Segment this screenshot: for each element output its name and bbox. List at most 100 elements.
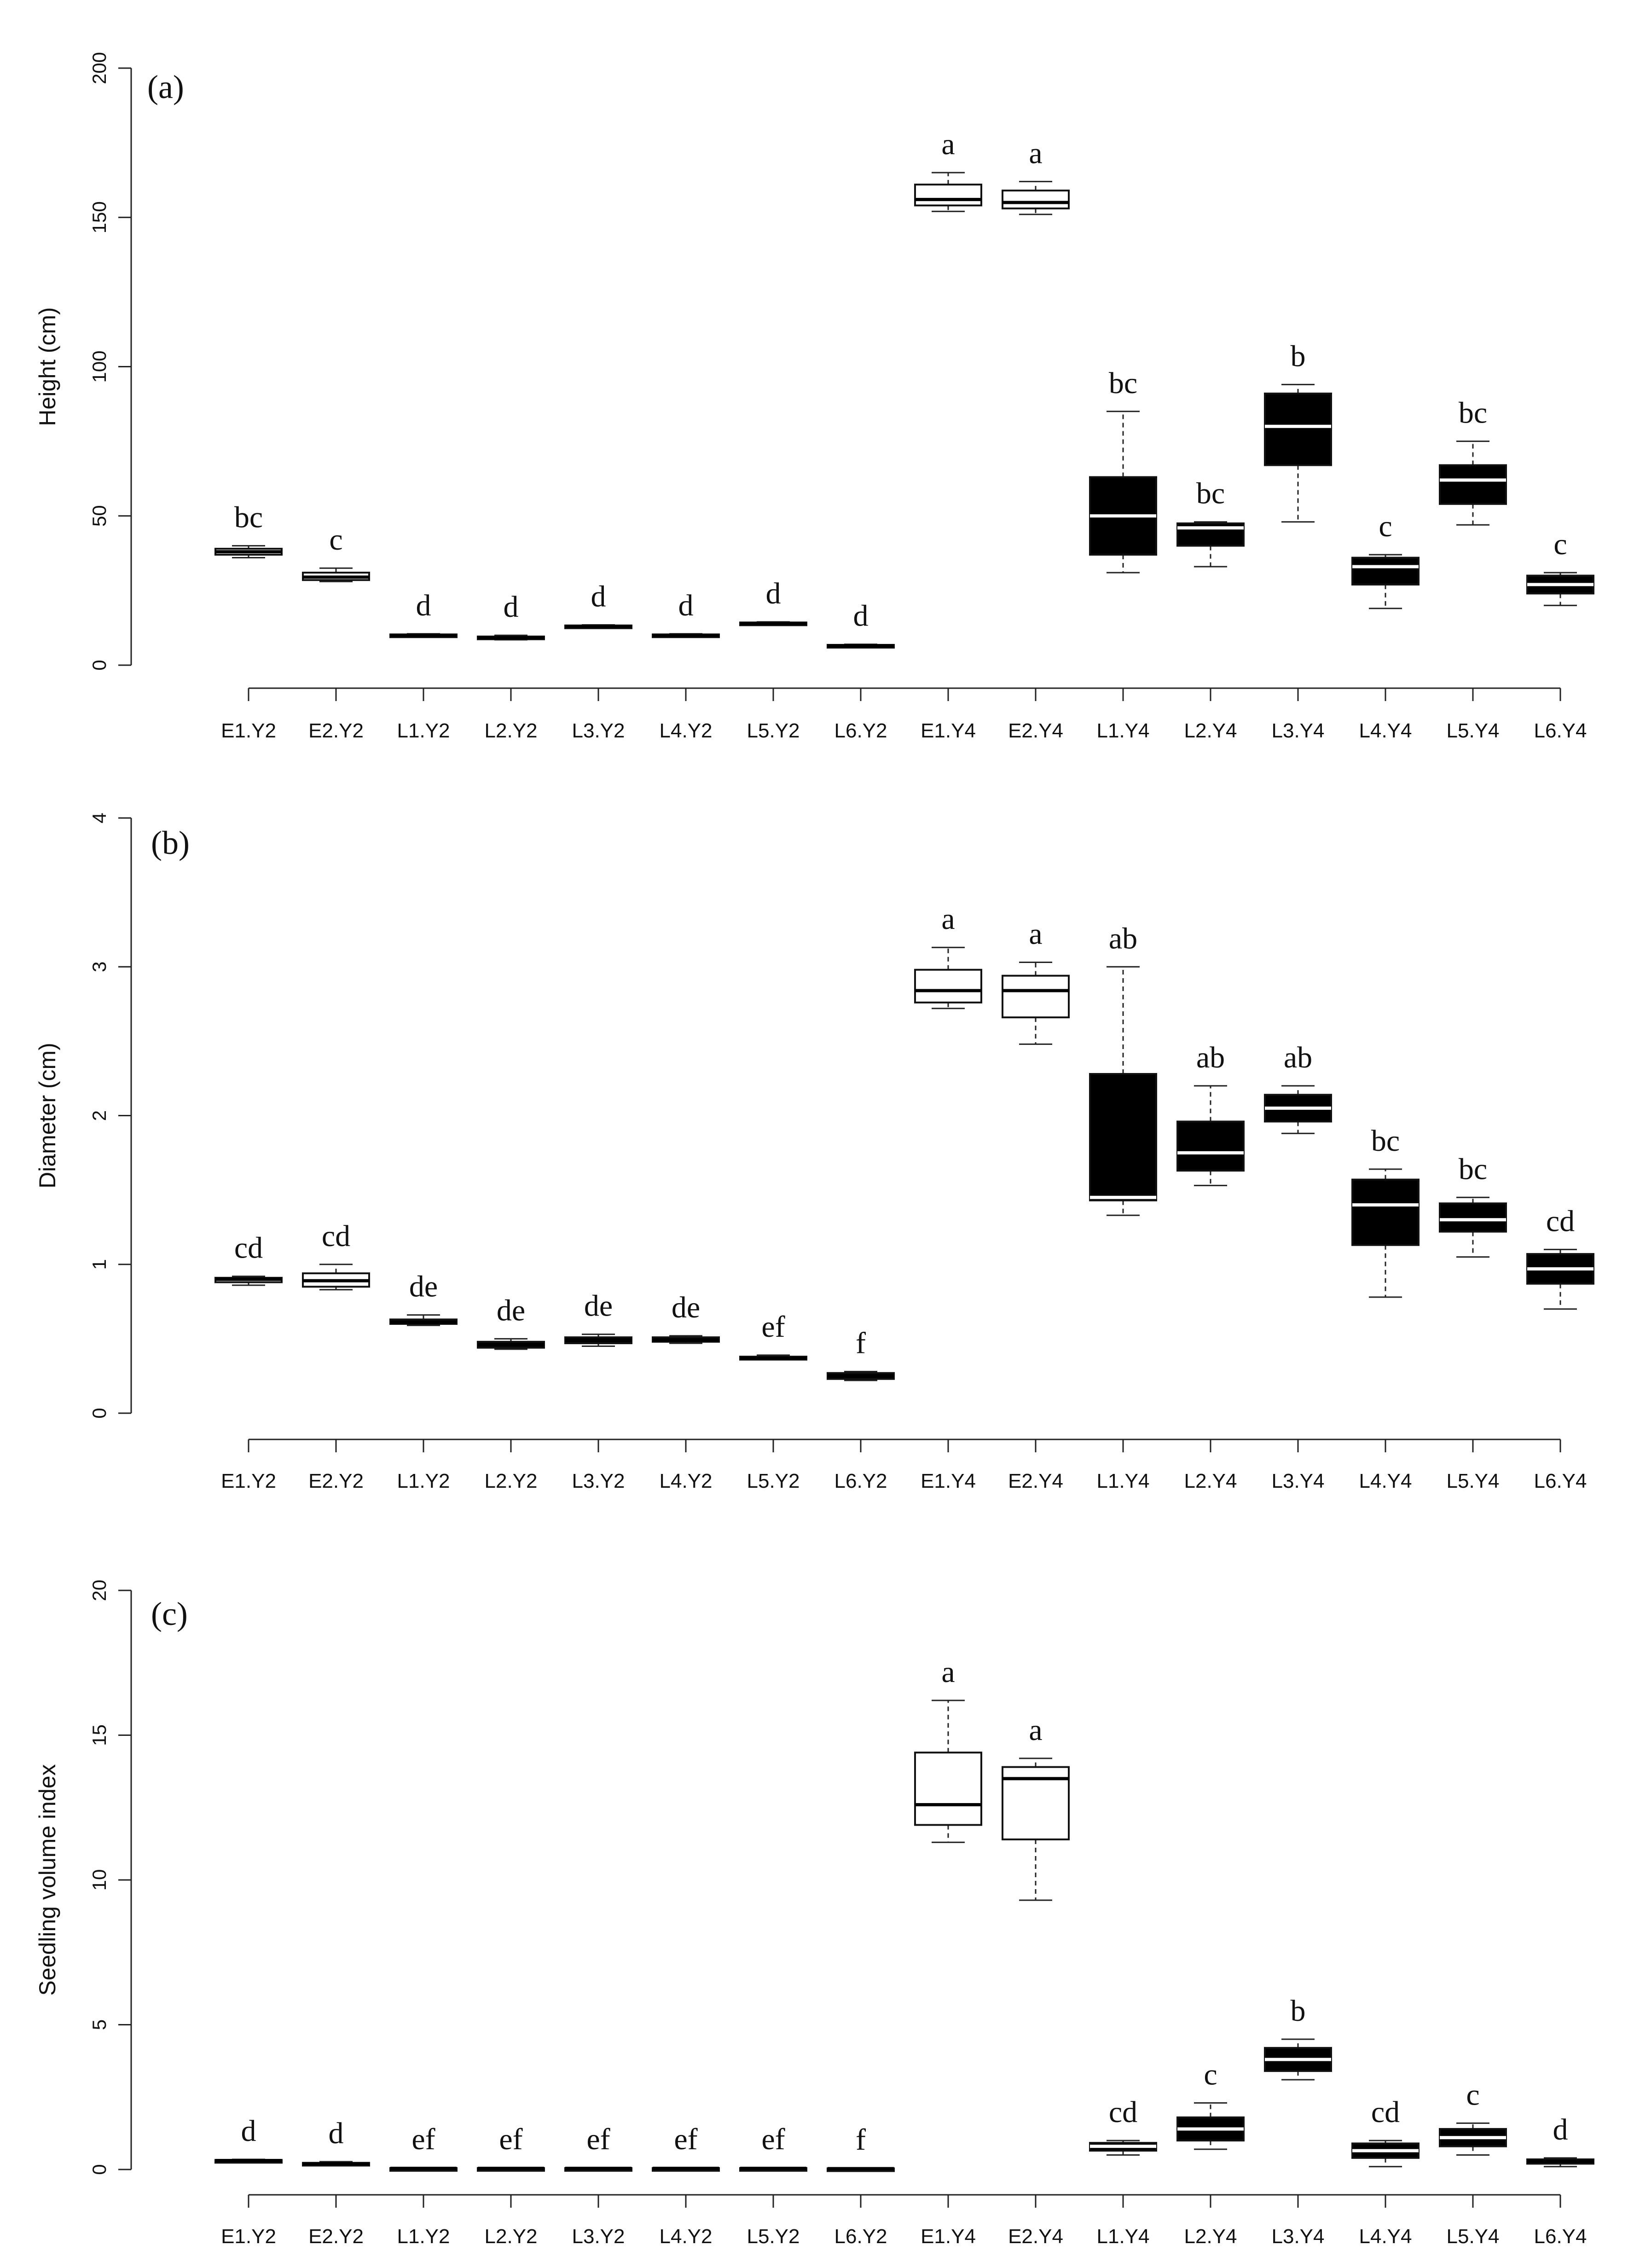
box-E2.Y4 (1002, 180, 1070, 215)
box-L2.Y4 (1176, 2102, 1245, 2150)
significance-letter: c (1466, 2078, 1479, 2111)
x-tick-label: L3.Y4 (1272, 2225, 1325, 2248)
significance-letter: f (856, 1326, 866, 1360)
significance-letter: c (329, 523, 342, 557)
significance-letter: ef (761, 1310, 785, 1344)
significance-letter: a (941, 902, 955, 936)
x-tick-label: L3.Y2 (572, 2225, 625, 2248)
y-axis-title: Seedling volume index (35, 1764, 60, 1995)
box-E2.Y4 (1002, 1758, 1070, 1901)
significance-letter: ef (586, 2123, 610, 2156)
y-axis-title: Diameter (cm) (35, 1043, 60, 1189)
x-tick-label: L5.Y4 (1447, 2225, 1500, 2248)
x-tick-label: L3.Y2 (572, 719, 625, 742)
x-tick-label: L2.Y4 (1184, 719, 1237, 742)
x-tick-label: L4.Y2 (660, 2225, 713, 2248)
x-tick-label: E1.Y2 (221, 719, 276, 742)
significance-letter: cd (1546, 1204, 1575, 1238)
significance-letter: ef (761, 2123, 785, 2156)
box-iqr (1002, 974, 1070, 1019)
x-tick-label: L3.Y2 (572, 1470, 625, 1492)
box-L5.Y4 (1439, 2122, 1507, 2156)
significance-letter: c (1379, 510, 1392, 543)
significance-letter: d (329, 2117, 344, 2150)
significance-letter: cd (322, 1219, 350, 1253)
x-tick-label: L1.Y4 (1097, 2225, 1150, 2248)
significance-letter: de (672, 1291, 700, 1324)
x-tick-label: E1.Y4 (921, 719, 976, 742)
significance-letter: ab (1196, 1041, 1225, 1074)
box-L3.Y2 (564, 1334, 632, 1347)
box-L2.Y2 (477, 634, 545, 641)
box-E2.Y2 (302, 1264, 370, 1291)
x-tick-label: L6.Y4 (1534, 1470, 1587, 1492)
x-tick-label: L4.Y2 (660, 1470, 713, 1492)
box-iqr (1439, 464, 1507, 505)
y-tick-label: 100 (88, 350, 110, 383)
significance-letter: b (1291, 1994, 1306, 2028)
y-tick-label: 0 (88, 660, 110, 670)
box-L6.Y4 (1526, 1248, 1594, 1310)
box-L4.Y4 (1351, 2140, 1420, 2168)
y-tick-label: 1 (88, 1259, 110, 1270)
y-tick-label: 4 (88, 812, 110, 823)
significance-letter: c (1553, 528, 1567, 561)
x-tick-label: L5.Y4 (1447, 719, 1500, 742)
box-iqr (1002, 189, 1070, 209)
x-tick-label: E2.Y4 (1008, 2225, 1063, 2248)
panel-c-seedling-volume-index: 0 5 10 15 20 Seedling volume index (c) E1.Y2 E2.… (35, 1580, 1594, 2248)
significance-letter: b (1291, 339, 1306, 373)
box-iqr (914, 969, 982, 1003)
significance-letter: cd (1371, 2095, 1400, 2129)
box-L2.Y4 (1176, 521, 1245, 568)
significance-letter: c (1204, 2058, 1217, 2091)
box-L1.Y4 (1089, 411, 1157, 574)
box-L4.Y2 (652, 1335, 720, 1344)
box-L3.Y2 (564, 624, 632, 629)
significance-letter: d (241, 2114, 256, 2148)
y-tick-label: 50 (88, 505, 110, 527)
box-E1.Y2 (214, 1276, 283, 1286)
x-tick-label: L6.Y2 (834, 2225, 887, 2248)
box-iqr (1264, 392, 1332, 466)
panel-a-height: 0 50 100 150 200 Height (cm) (a) E1.Y2 E2.Y2 L1.Y… (35, 52, 1594, 742)
x-tick-label: L2.Y2 (485, 2225, 538, 2248)
box-L1.Y4 (1089, 966, 1157, 1216)
box-E2.Y2 (302, 567, 370, 582)
x-tick-label: L6.Y4 (1534, 2225, 1587, 2248)
significance-letter: ef (674, 2123, 697, 2156)
x-tick-label: L3.Y4 (1272, 719, 1325, 742)
significance-letter: d (678, 589, 694, 622)
significance-letter: a (1029, 1713, 1042, 1747)
x-tick-label: E2.Y4 (1008, 719, 1063, 742)
panel-label: (a) (147, 69, 184, 105)
box-L5.Y2 (739, 1354, 807, 1361)
box-E1.Y4 (914, 946, 982, 1009)
box-E2.Y2 (302, 2161, 370, 2167)
significance-letter: ab (1109, 922, 1137, 955)
x-tick-label: L1.Y2 (397, 719, 450, 742)
box-L4.Y4 (1351, 1168, 1420, 1298)
significance-letter: bc (1196, 477, 1225, 510)
significance-letter: bc (1459, 396, 1487, 430)
box-L1.Y4 (1089, 2140, 1157, 2156)
box-L3.Y4 (1264, 2038, 1332, 2081)
y-tick-label: 15 (88, 1724, 110, 1746)
x-tick-label: L1.Y2 (397, 2225, 450, 2248)
box-E1.Y2 (214, 2158, 283, 2164)
y-axis-title: Height (cm) (35, 307, 60, 426)
significance-letter: cd (234, 1231, 263, 1265)
significance-letter: a (1029, 917, 1042, 951)
significance-letter: cd (1109, 2095, 1137, 2129)
x-tick-label: L2.Y4 (1184, 2225, 1237, 2248)
box-E1.Y4 (914, 1700, 982, 1843)
box-iqr (1439, 1202, 1507, 1233)
box-L6.Y2 (827, 2167, 895, 2172)
box-L2.Y4 (1176, 1085, 1245, 1186)
x-tick-label: E1.Y2 (221, 1470, 276, 1492)
box-L6.Y4 (1526, 572, 1594, 606)
x-tick-label: E1.Y2 (221, 2225, 276, 2248)
box-E1.Y2 (214, 545, 283, 559)
significance-letter: bc (234, 501, 263, 534)
x-tick-label: L6.Y4 (1534, 719, 1587, 742)
